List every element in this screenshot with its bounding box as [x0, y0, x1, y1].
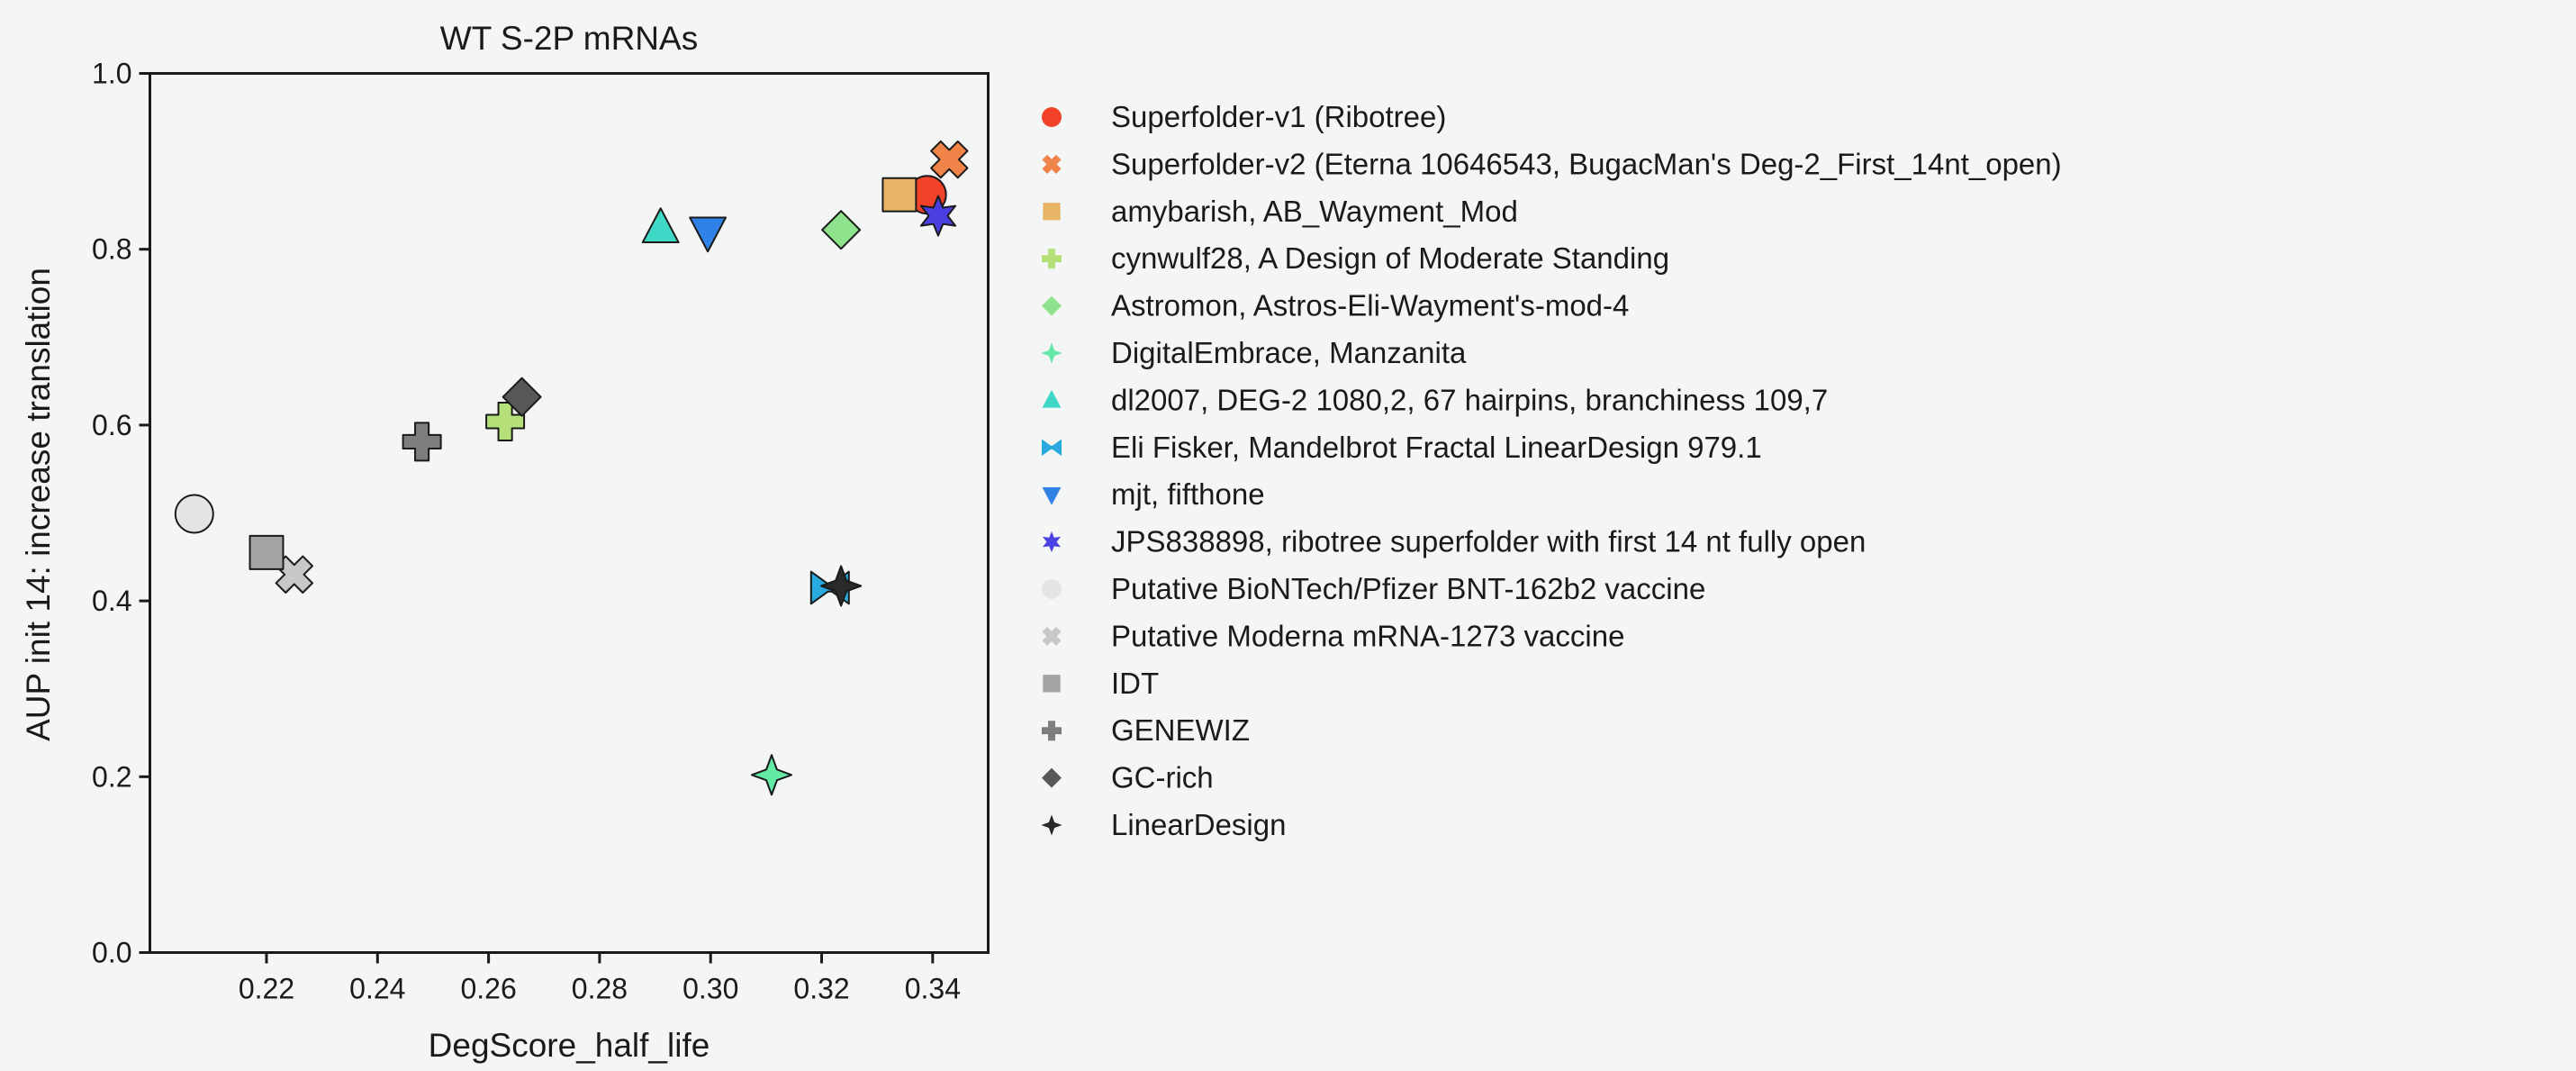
- data-point: [485, 402, 526, 441]
- y-axis-ticks: 0.0 0.2 0.4 0.6 0.8 1.0: [92, 58, 150, 969]
- x-tick-label: 0.34: [905, 973, 961, 1005]
- legend-marker: [1042, 249, 1062, 269]
- data-point: [249, 534, 285, 570]
- legend-marker: [1043, 675, 1061, 693]
- legend-label: cynwulf28, A Design of Moderate Standing: [1111, 241, 1669, 275]
- data-point: [881, 177, 917, 213]
- data-point: [689, 216, 728, 253]
- legend-label: LinearDesign: [1111, 808, 1286, 841]
- plot-area-frame: [149, 72, 990, 954]
- y-tick-label: 0.2: [92, 760, 131, 793]
- x-axis-label: DegScore_half_life: [429, 1027, 710, 1064]
- y-tick-label: 0.6: [92, 409, 131, 441]
- y-tick-label: 0.8: [92, 233, 131, 266]
- legend-label: mjt, fifthone: [1111, 477, 1265, 511]
- y-tick-label: 0.4: [92, 585, 131, 617]
- legend-marker: [1042, 107, 1062, 127]
- legend-marker: [1042, 767, 1062, 788]
- legend-label: Astromon, Astros-Eli-Wayment's-mod-4: [1111, 289, 1629, 322]
- legend-label: IDT: [1111, 667, 1159, 700]
- legend-marker: [1042, 579, 1062, 599]
- legend-label: Eli Fisker, Mandelbrot Fractal LinearDes…: [1111, 431, 1762, 464]
- legend-label: Superfolder-v1 (Ribotree): [1111, 100, 1446, 133]
- y-tick-label: 1.0: [92, 58, 131, 90]
- y-axis-label: AUP init 14: increase translation: [20, 268, 57, 741]
- legend-label: amybarish, AB_Wayment_Mod: [1111, 195, 1518, 228]
- data-point: [641, 207, 680, 244]
- data-point: [919, 195, 957, 237]
- legend-marker: [1041, 814, 1062, 836]
- legend-label: JPS838898, ribotree superfolder with fir…: [1111, 525, 1866, 558]
- x-tick-label: 0.26: [460, 973, 516, 1005]
- legend: Superfolder-v1 (Ribotree) Superfolder-v2 …: [1041, 100, 2062, 841]
- data-point: [275, 555, 313, 594]
- x-tick-label: 0.28: [572, 973, 628, 1005]
- x-tick-label: 0.30: [682, 973, 738, 1005]
- data-point: [821, 210, 862, 250]
- legend-marker: [1042, 721, 1062, 741]
- x-tick-label: 0.24: [349, 973, 405, 1005]
- data-point: [820, 565, 863, 607]
- legend-label: DigitalEmbrace, Manzanita: [1111, 336, 1467, 369]
- legend-label: dl2007, DEG-2 1080,2, 67 hairpins, branc…: [1111, 383, 1828, 416]
- legend-marker: [1041, 342, 1062, 364]
- legend-marker: [1042, 154, 1062, 174]
- x-tick-label: 0.32: [793, 973, 849, 1005]
- data-point: [502, 377, 542, 417]
- y-tick-label: 0.0: [92, 937, 131, 969]
- legend-label: Putative BioNTech/Pfizer BNT-162b2 vacci…: [1111, 572, 1705, 605]
- legend-marker: [1042, 486, 1062, 505]
- legend-marker: [1042, 439, 1062, 457]
- legend-marker: [1042, 626, 1062, 646]
- legend-marker: [1042, 295, 1062, 316]
- data-points: [174, 140, 969, 796]
- data-point: [402, 422, 442, 462]
- x-tick-label: 0.22: [239, 973, 294, 1005]
- legend-label: GC-rich: [1111, 761, 1214, 794]
- legend-marker: [1042, 389, 1062, 408]
- data-point: [174, 494, 214, 534]
- legend-label: Superfolder-v2 (Eterna 10646543, BugacMa…: [1111, 147, 2062, 180]
- legend-marker: [1043, 203, 1061, 221]
- x-axis-ticks: 0.22 0.24 0.26 0.28 0.30 0.32 0.34: [239, 952, 961, 1005]
- legend-marker: [1043, 531, 1061, 553]
- chart-title: WT S-2P mRNAs: [440, 20, 698, 57]
- data-point: [930, 140, 969, 179]
- legend-label: Putative Moderna mRNA-1273 vaccine: [1111, 619, 1624, 652]
- data-point: [750, 754, 793, 796]
- legend-label: GENEWIZ: [1111, 713, 1250, 747]
